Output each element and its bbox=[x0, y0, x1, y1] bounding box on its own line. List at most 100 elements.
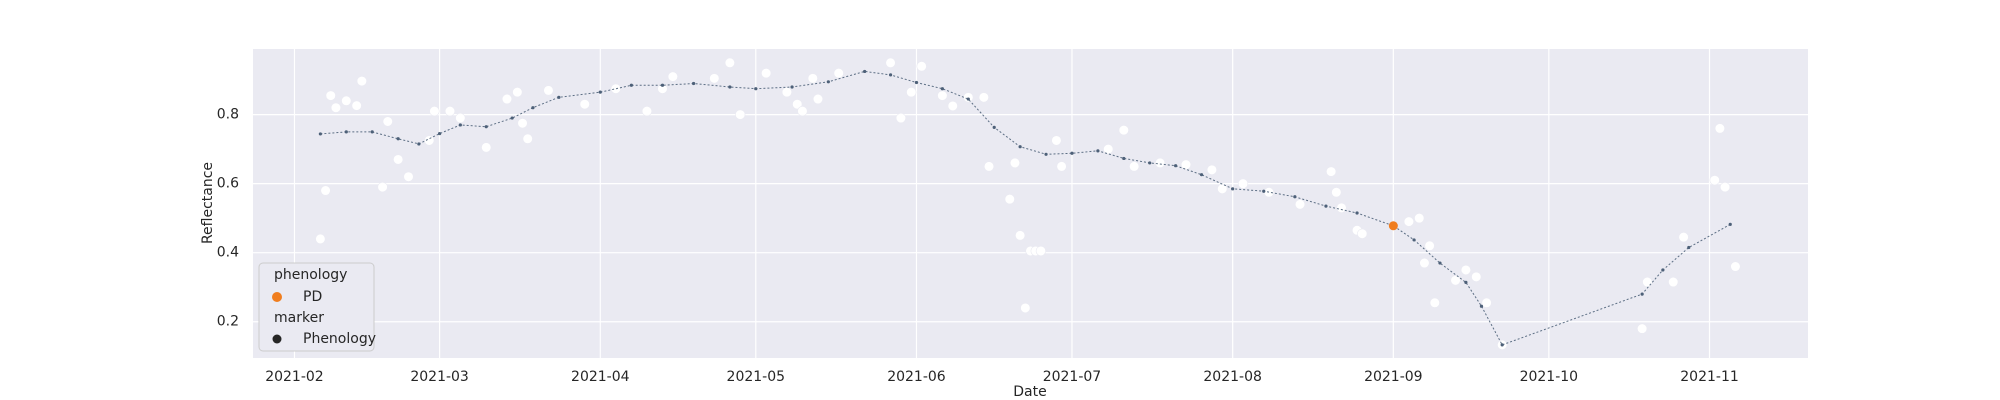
data-point bbox=[1020, 302, 1031, 314]
line-marker bbox=[966, 97, 970, 101]
data-point bbox=[1388, 221, 1398, 231]
line-marker bbox=[484, 125, 488, 129]
x-tick-label: 2021-09 bbox=[1364, 369, 1423, 385]
data-point bbox=[807, 73, 818, 84]
line-marker bbox=[344, 130, 348, 134]
line-marker bbox=[728, 85, 732, 89]
line-marker bbox=[914, 80, 919, 85]
line-marker bbox=[754, 87, 758, 91]
y-tick-label: 0.6 bbox=[217, 176, 239, 192]
x-tick-label: 2021-07 bbox=[1043, 369, 1102, 385]
data-point bbox=[761, 68, 772, 79]
data-point bbox=[781, 87, 792, 98]
data-point bbox=[833, 68, 844, 79]
y-tick-label: 0.8 bbox=[217, 107, 239, 123]
legend-marker bbox=[272, 292, 282, 302]
data-point bbox=[393, 154, 404, 165]
line-marker bbox=[318, 132, 322, 136]
legend-label: Phenology bbox=[303, 331, 376, 347]
data-point bbox=[341, 95, 352, 106]
x-tick-label: 2021-11 bbox=[1680, 369, 1739, 385]
line-marker bbox=[826, 80, 830, 84]
line-marker bbox=[1199, 173, 1204, 177]
legend-title: marker bbox=[274, 310, 324, 326]
data-point bbox=[1730, 261, 1741, 272]
data-point bbox=[1429, 297, 1440, 308]
data-point bbox=[429, 106, 440, 117]
line-marker bbox=[888, 73, 893, 77]
data-point bbox=[1714, 123, 1725, 134]
data-point bbox=[1678, 232, 1689, 243]
data-point bbox=[1009, 157, 1021, 169]
data-point bbox=[579, 99, 590, 110]
data-point bbox=[356, 76, 367, 87]
line-marker bbox=[1412, 238, 1416, 242]
y-tick-label: 0.4 bbox=[217, 245, 239, 261]
line-marker bbox=[629, 83, 633, 87]
data-point bbox=[1015, 230, 1026, 241]
data-point bbox=[916, 61, 927, 72]
data-point bbox=[1414, 213, 1425, 224]
x-tick-label: 2021-02 bbox=[265, 369, 324, 385]
data-point bbox=[1357, 228, 1368, 239]
data-point bbox=[812, 93, 824, 105]
data-point bbox=[1206, 164, 1218, 175]
data-point bbox=[1180, 159, 1192, 170]
data-point bbox=[481, 142, 492, 153]
line-marker bbox=[1479, 304, 1484, 308]
data-point bbox=[501, 93, 513, 105]
data-point bbox=[1419, 257, 1430, 269]
data-point bbox=[1004, 194, 1015, 205]
line-marker bbox=[438, 131, 442, 136]
line-marker bbox=[691, 81, 696, 86]
line-marker bbox=[1728, 222, 1732, 226]
data-point bbox=[1217, 183, 1228, 194]
line-marker bbox=[417, 142, 421, 146]
data-point bbox=[1056, 161, 1067, 172]
data-point bbox=[1294, 199, 1306, 210]
data-point bbox=[1424, 240, 1435, 251]
line-marker bbox=[1661, 268, 1665, 272]
line-marker bbox=[992, 125, 996, 129]
line-marker bbox=[1044, 152, 1048, 156]
line-marker bbox=[396, 137, 400, 141]
data-point bbox=[641, 106, 653, 117]
data-point bbox=[315, 233, 326, 244]
x-tick-label: 2021-03 bbox=[410, 369, 469, 385]
line-marker bbox=[1231, 187, 1235, 191]
line-marker bbox=[370, 130, 374, 134]
plot-area bbox=[253, 49, 1808, 358]
line-marker bbox=[1640, 292, 1644, 296]
data-point bbox=[797, 106, 808, 117]
data-point bbox=[543, 85, 554, 96]
data-point bbox=[983, 161, 995, 172]
data-point bbox=[517, 118, 528, 129]
x-tick-label: 2021-08 bbox=[1203, 369, 1262, 385]
line-marker bbox=[1687, 245, 1691, 250]
data-point bbox=[1237, 178, 1249, 189]
data-point bbox=[1481, 297, 1492, 308]
line-marker bbox=[510, 116, 514, 120]
line-marker bbox=[1070, 151, 1074, 155]
x-axis-label: Date bbox=[1013, 384, 1046, 400]
line-marker bbox=[863, 69, 867, 74]
axes: 0.2 0.4 0.6 0.8 2021-02 2021-03 2021-04 2021-05… bbox=[217, 107, 1739, 385]
data-point bbox=[330, 102, 342, 113]
line-marker bbox=[1293, 195, 1297, 199]
data-point bbox=[1103, 144, 1114, 155]
data-point bbox=[1460, 264, 1471, 276]
y-axis-label: Reflectance bbox=[200, 162, 216, 244]
data-point bbox=[455, 112, 466, 124]
legend-label: PD bbox=[303, 289, 322, 305]
x-tick-label: 2021-10 bbox=[1520, 369, 1579, 385]
line-marker bbox=[531, 106, 535, 110]
line-marker bbox=[1438, 261, 1442, 265]
data-point bbox=[522, 133, 533, 144]
data-point bbox=[377, 182, 388, 193]
line-marker bbox=[660, 83, 665, 87]
line-marker bbox=[940, 87, 944, 91]
data-point bbox=[1154, 157, 1166, 169]
data-point bbox=[1450, 275, 1461, 286]
